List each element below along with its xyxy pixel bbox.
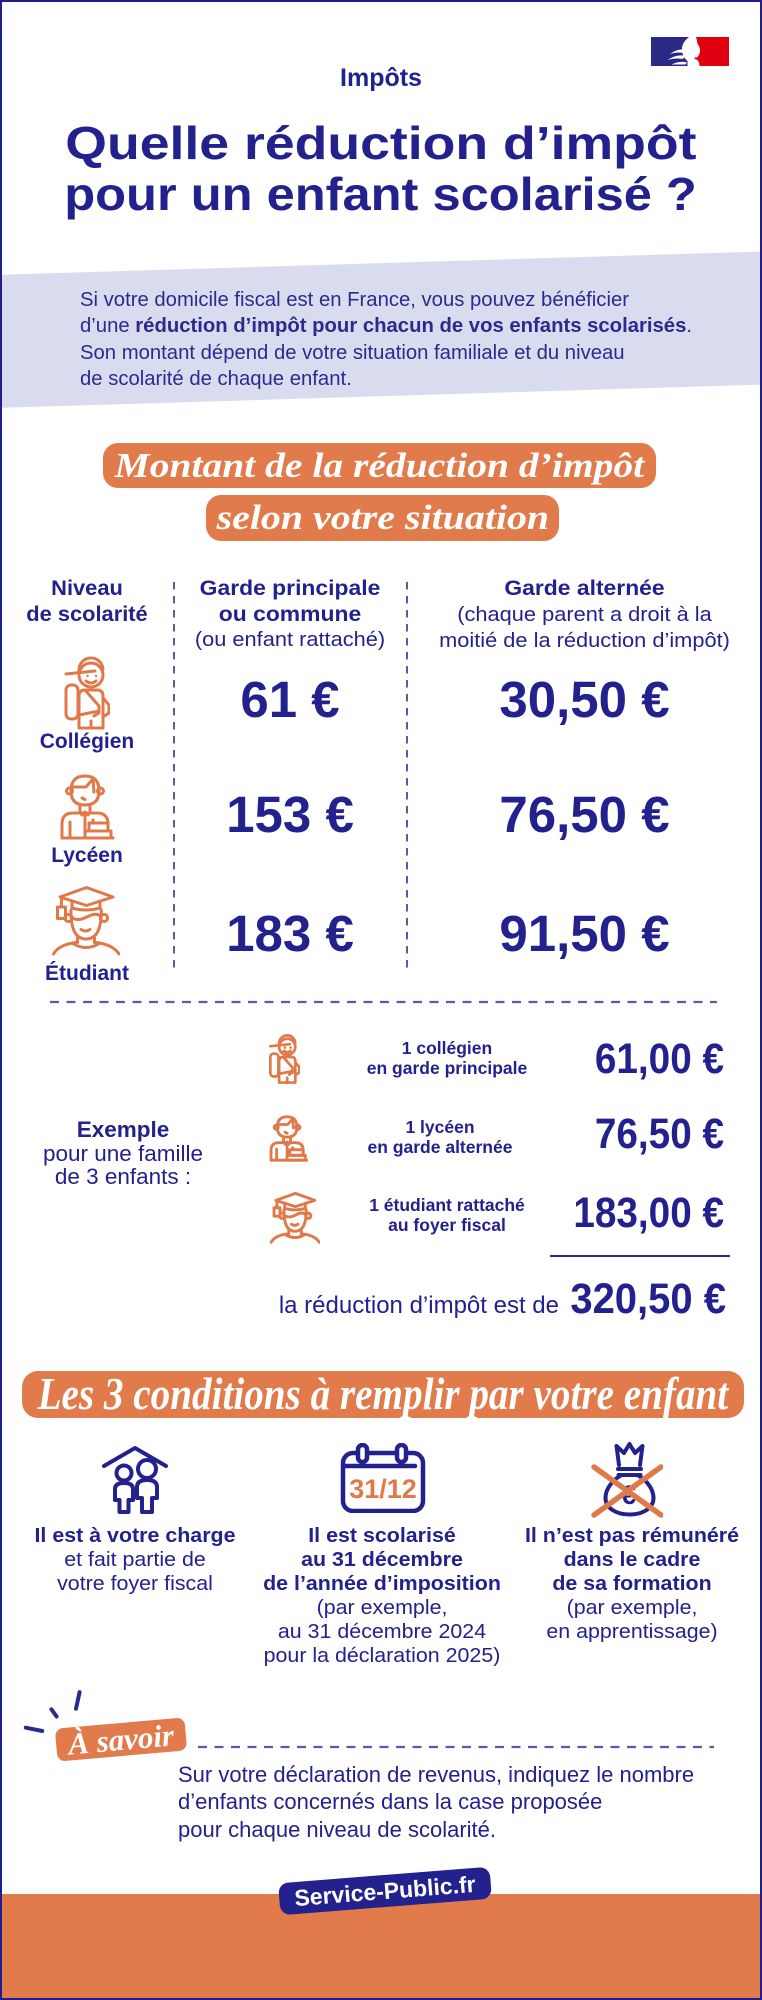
svg-text:31/12: 31/12 <box>349 1474 417 1504</box>
